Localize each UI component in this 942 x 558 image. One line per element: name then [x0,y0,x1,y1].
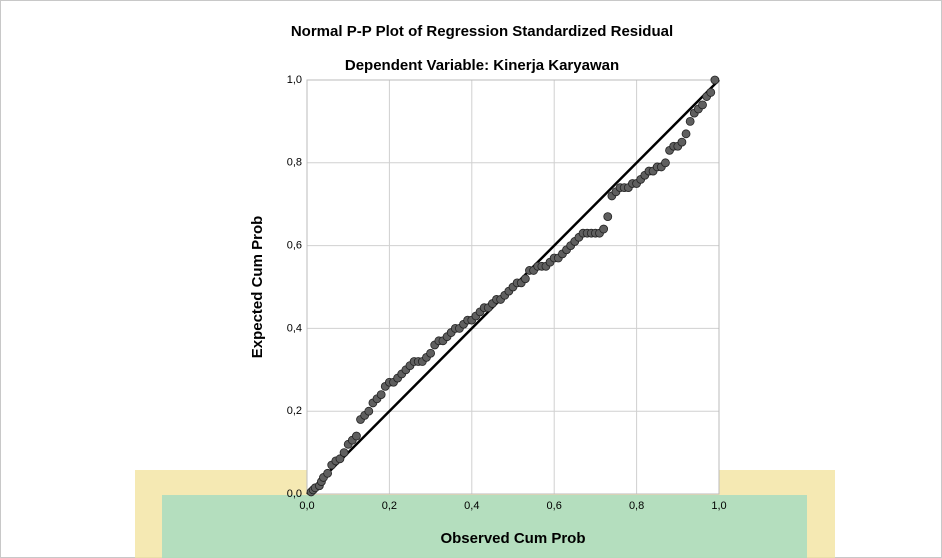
point [521,275,529,283]
point [324,469,332,477]
point [427,349,435,357]
x-tick-label: 0,6 [547,500,562,512]
point [340,449,348,457]
point [678,138,686,146]
point [682,130,690,138]
point [604,213,612,221]
point [352,432,360,440]
y-axis-title: Expected Cum Prob [249,216,266,359]
x-axis-title: Observed Cum Prob [440,530,585,547]
point [686,117,694,125]
chart-title: Normal P-P Plot of Regression Standardiz… [291,23,673,40]
chart-subtitle: Dependent Variable: Kinerja Karyawan [345,57,619,74]
x-tick-label: 0,2 [382,500,397,512]
y-tick-label: 0,0 [287,488,302,500]
page: {"chart_data": {"type": "scatter", "titl… [0,0,942,558]
x-tick-label: 0,0 [299,500,314,512]
y-tick-label: 0,2 [287,405,302,417]
y-tick-label: 0,4 [287,322,302,334]
point [699,101,707,109]
y-tick-label: 1,0 [287,74,302,86]
chart: Normal P-P Plot of Regression Standardiz… [0,0,942,558]
point [365,407,373,415]
point [711,76,719,84]
point [377,391,385,399]
y-tick-label: 0,6 [287,240,302,252]
y-tick-label: 0,8 [287,157,302,169]
point [600,225,608,233]
x-tick-label: 0,8 [629,500,644,512]
x-tick-label: 1,0 [711,500,726,512]
point [707,88,715,96]
watermark-panel [162,495,807,558]
x-tick-label: 0,4 [464,500,479,512]
point [661,159,669,167]
